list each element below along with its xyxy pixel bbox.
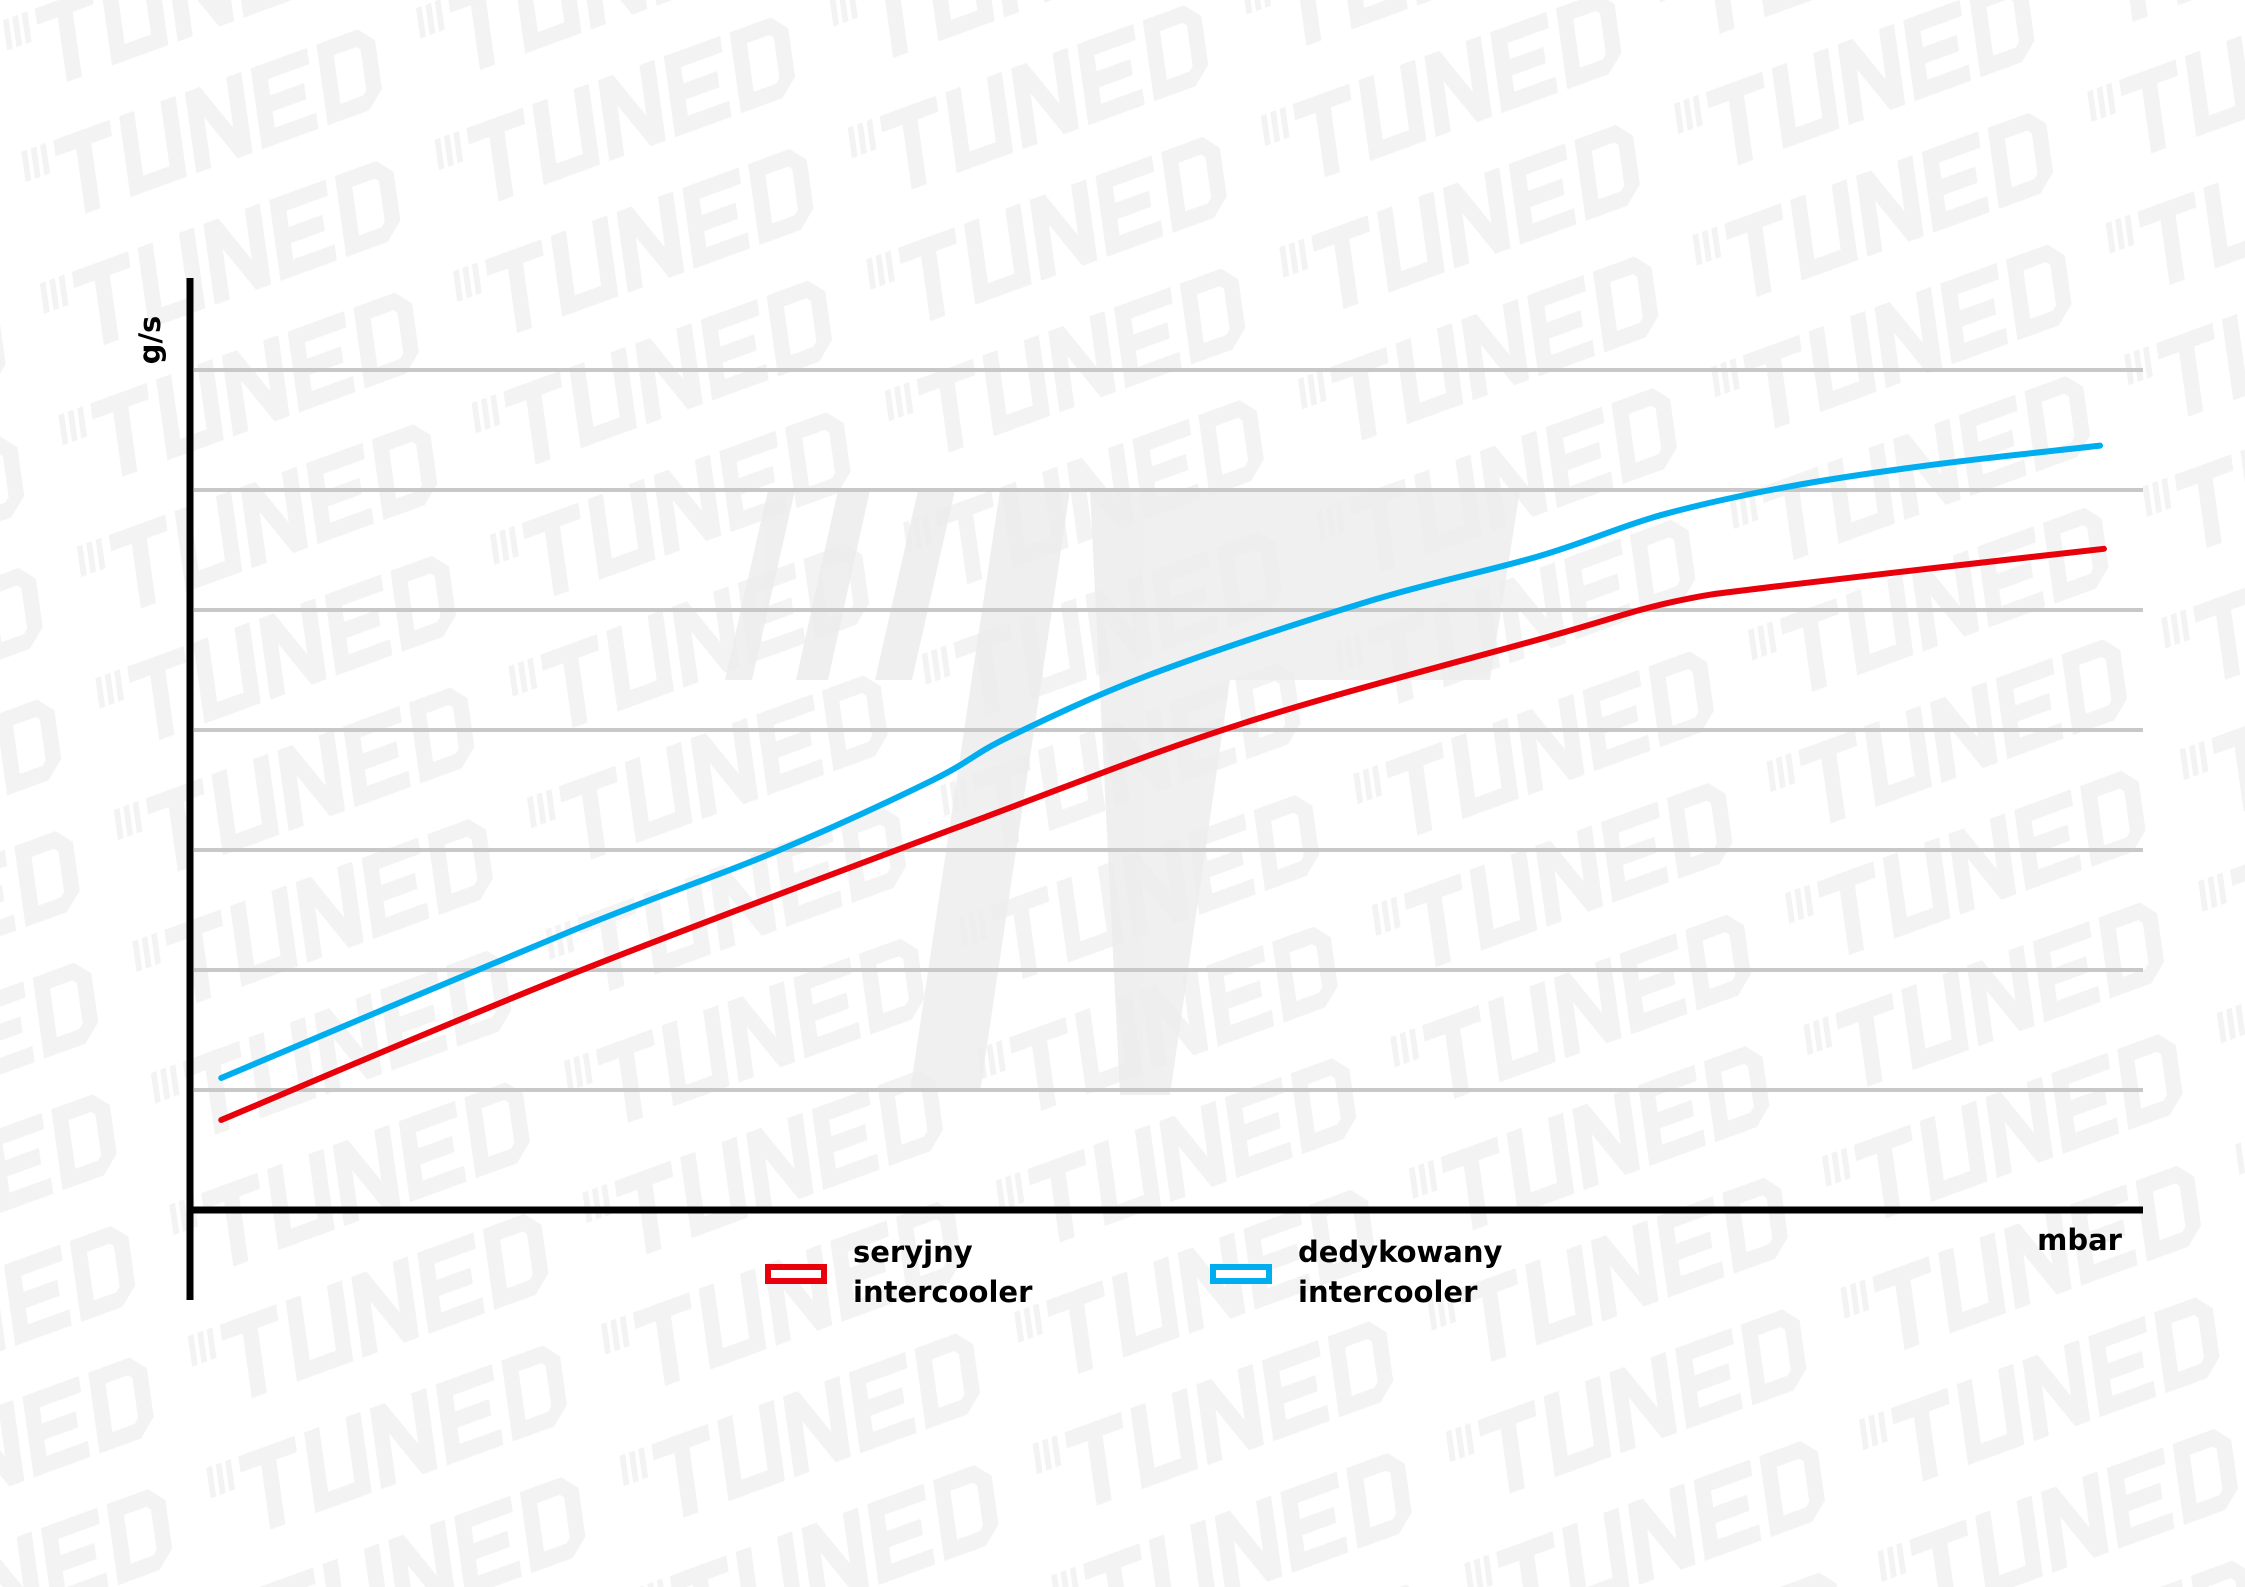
legend-swatch-1 xyxy=(1210,1264,1272,1284)
gridlines xyxy=(194,368,2143,1092)
series-lines xyxy=(218,442,2107,1123)
legend-swatch-0 xyxy=(765,1264,827,1284)
legend-label-0: intercooler xyxy=(853,1275,1033,1309)
legend-label-0: seryjny xyxy=(853,1235,973,1269)
y-axis-label: g/s xyxy=(133,316,167,365)
series-line-1 xyxy=(218,442,2104,1081)
series-line-0 xyxy=(218,545,2107,1123)
center-logo-watermark xyxy=(725,490,1520,1095)
x-axis-label: mbar xyxy=(2037,1223,2123,1257)
legend-label-1: intercooler xyxy=(1298,1275,1478,1309)
legend: seryjny intercooler dedykowany intercooler xyxy=(765,1235,1503,1309)
legend-label-1: dedykowany xyxy=(1298,1235,1503,1269)
